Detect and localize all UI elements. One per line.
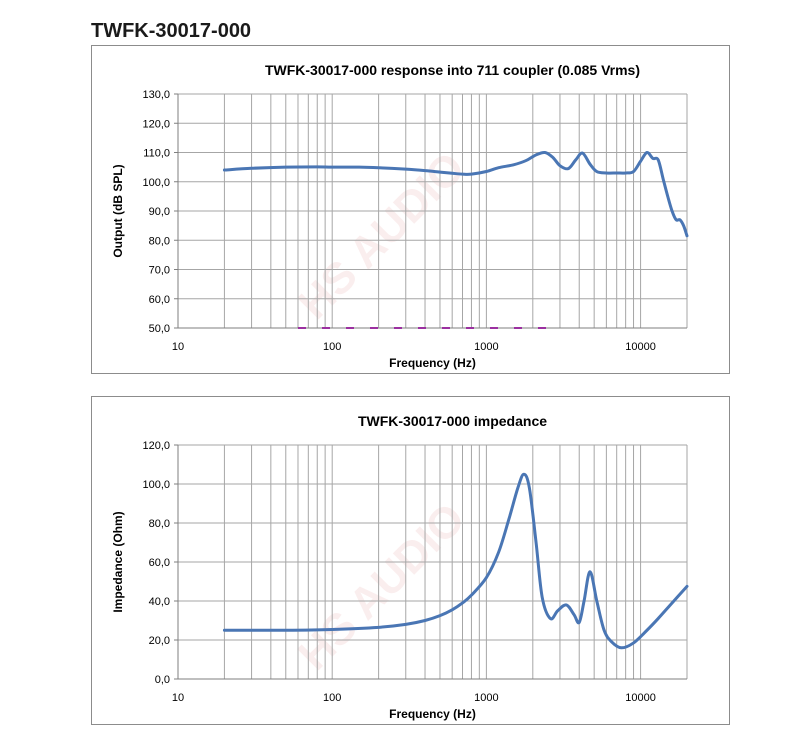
response-ytick-label: 130,0 (142, 89, 170, 101)
response-ytick-label: 60,0 (149, 294, 170, 306)
impedance-ylabel: Impedance (Ohm) (111, 511, 125, 612)
impedance-ytick-label: 100,0 (142, 479, 170, 491)
response-xtick-label: 10000 (625, 341, 656, 353)
response-ytick-label: 110,0 (143, 148, 170, 160)
impedance-xtick-label: 10 (172, 692, 184, 704)
response-ytick-label: 50,0 (149, 323, 170, 335)
response-title: TWFK-30017-000 response into 711 coupler… (265, 62, 640, 78)
impedance-xtick-label: 1000 (474, 692, 498, 704)
impedance-ytick-label: 80,0 (149, 518, 170, 530)
impedance-xlabel: Frequency (Hz) (389, 707, 476, 721)
impedance-title: TWFK-30017-000 impedance (358, 413, 547, 429)
response-ytick-label: 90,0 (149, 206, 170, 218)
impedance-series-line-impedance (222, 472, 689, 650)
response-xlabel: Frequency (Hz) (389, 356, 476, 370)
impedance-ytick-label: 40,0 (149, 596, 170, 608)
impedance-ytick-label: 0,0 (155, 674, 170, 686)
impedance-chart: HS AUDIO TWFK-30017-000 impedance 0,0 20,0 4… (91, 396, 730, 725)
impedance-xtick-label: 100 (323, 692, 341, 704)
response-ytick-label: 80,0 (149, 235, 170, 247)
page-heading: TWFK-30017-000 (91, 20, 252, 42)
response-ytick-label: 70,0 (149, 265, 170, 277)
response-chart: HS AUDIO TWFK-30017-000 response into 711… (91, 45, 730, 374)
response-ylabel: Output (dB SPL) (111, 164, 125, 257)
response-xtick-label: 1000 (474, 341, 498, 353)
response-ytick-label: 120,0 (142, 118, 170, 130)
response-ytick-label: 100,0 (142, 177, 170, 189)
response-xtick-label: 100 (323, 341, 341, 353)
response-series-line-output (222, 150, 689, 238)
impedance-xtick-label: 10000 (625, 692, 656, 704)
response-xtick-label: 10 (172, 341, 184, 353)
impedance-ytick-label: 20,0 (149, 635, 170, 647)
impedance-ytick-label: 60,0 (149, 557, 170, 569)
impedance-ytick-label: 120,0 (142, 440, 170, 452)
